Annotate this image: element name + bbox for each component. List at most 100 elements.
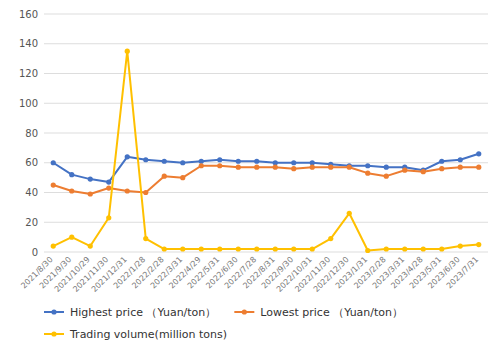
point [347, 165, 352, 170]
point [421, 169, 426, 174]
y-tick-label: 100 [19, 98, 38, 109]
grid-line [44, 252, 488, 253]
point [51, 182, 56, 187]
y-tick-label: 120 [19, 68, 38, 79]
point [384, 174, 389, 179]
point [217, 163, 222, 168]
point [88, 243, 93, 248]
y-tick-label: 160 [19, 9, 38, 20]
legend-item: Highest price （Yuan/ton） [44, 306, 216, 319]
point [143, 157, 148, 162]
point [458, 165, 463, 170]
y-tick-label: 80 [25, 128, 38, 139]
point [180, 246, 185, 251]
point [328, 165, 333, 170]
point [291, 166, 296, 171]
point [254, 246, 259, 251]
series-line [53, 166, 479, 194]
point [125, 154, 130, 159]
point [125, 49, 130, 54]
point [439, 246, 444, 251]
point [439, 159, 444, 164]
point [217, 246, 222, 251]
y-tick-label: 60 [25, 157, 38, 168]
point [402, 168, 407, 173]
point [236, 159, 241, 164]
point [458, 243, 463, 248]
point [217, 157, 222, 162]
legend-label: Trading volume(million tons) [69, 328, 227, 341]
point [384, 246, 389, 251]
grid-line [44, 222, 488, 223]
point [236, 246, 241, 251]
point [402, 246, 407, 251]
point [125, 188, 130, 193]
point [69, 172, 74, 177]
point [421, 246, 426, 251]
point [162, 246, 167, 251]
point [476, 165, 481, 170]
point [365, 163, 370, 168]
grid-line [44, 73, 488, 74]
point [476, 242, 481, 247]
point [291, 160, 296, 165]
x-tick-label: 2023/7/31 [445, 255, 480, 290]
point [143, 236, 148, 241]
point [51, 160, 56, 165]
point [273, 246, 278, 251]
point [365, 171, 370, 176]
point [143, 190, 148, 195]
point [384, 165, 389, 170]
legend: Highest price （Yuan/ton） Lowest price （Yu… [44, 306, 403, 341]
point [310, 165, 315, 170]
legend-label: Highest price （Yuan/ton） [70, 306, 216, 319]
grid-line [44, 133, 488, 134]
point [199, 163, 204, 168]
point [106, 185, 111, 190]
point [180, 175, 185, 180]
point [476, 151, 481, 156]
point [310, 160, 315, 165]
y-tick-label: 0 [32, 247, 38, 258]
series-line [53, 51, 479, 250]
point [273, 165, 278, 170]
point [88, 177, 93, 182]
point [106, 179, 111, 184]
grid-line [44, 43, 488, 44]
x-axis: 2021/8/302021/9/302021/10/292021/11/3020… [19, 255, 480, 294]
point [365, 248, 370, 253]
point [254, 159, 259, 164]
point [291, 246, 296, 251]
chart: 0 20 40 60 80 100 120 140 160 2021/8/302021/9/302… [0, 0, 500, 359]
series [51, 49, 482, 254]
legend-item: Trading volume(million tons) [44, 328, 227, 341]
point [162, 159, 167, 164]
point [347, 211, 352, 216]
y-tick-label: 20 [25, 217, 38, 228]
legend-label: Lowest price （Yuan/ton） [260, 306, 403, 319]
point [180, 160, 185, 165]
grid-line [44, 14, 488, 15]
y-tick-label: 40 [25, 187, 38, 198]
point [273, 160, 278, 165]
point [162, 174, 167, 179]
point [69, 188, 74, 193]
legend-marker [51, 309, 56, 314]
point [51, 243, 56, 248]
point [458, 157, 463, 162]
point [69, 235, 74, 240]
plot-area [51, 49, 482, 254]
y-tick-label: 140 [19, 38, 38, 49]
point [254, 165, 259, 170]
point [439, 166, 444, 171]
point [88, 191, 93, 196]
point [236, 165, 241, 170]
point [106, 215, 111, 220]
grid-line [44, 103, 488, 104]
point [328, 236, 333, 241]
point [199, 159, 204, 164]
legend-item: Lowest price （Yuan/ton） [234, 306, 403, 319]
point [199, 246, 204, 251]
legend-marker [242, 309, 247, 314]
legend-marker [51, 331, 56, 336]
